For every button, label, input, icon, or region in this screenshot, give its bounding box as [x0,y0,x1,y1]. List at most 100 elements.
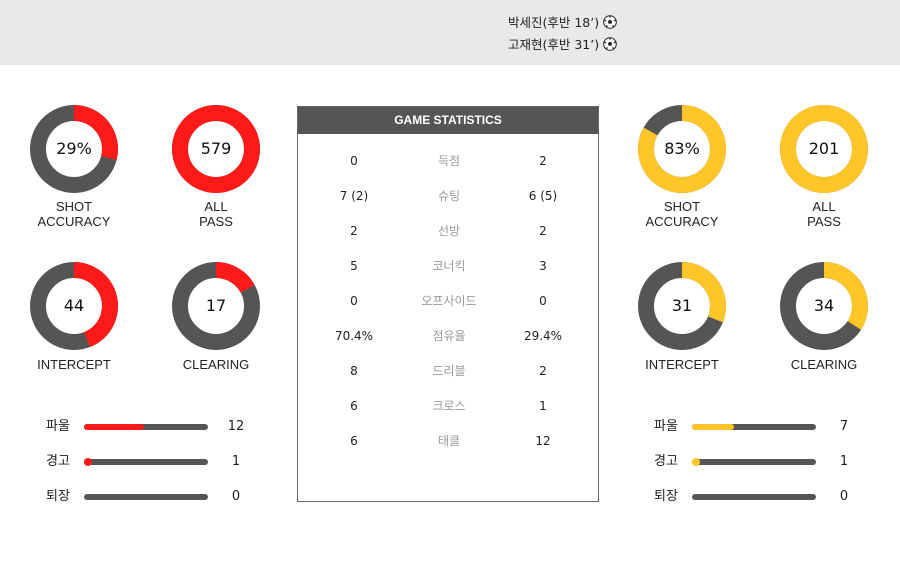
away-clearing-donut: 34 [780,262,868,350]
donut-arc [30,262,118,350]
stat-home-value: 2 [350,224,358,238]
donut-arc [172,262,260,350]
home-all-pass-label: ALL PASS [156,199,276,229]
home-clearing-label: CLEARING [182,357,250,372]
bar-fill [84,424,144,430]
stat-label: 슈팅 [437,189,461,203]
home-bar-row: 경고 1 [46,453,256,471]
soccer-ball-icon [603,36,617,51]
away-intercept-donut: 31 [638,262,726,350]
stat-home-value: 0 [350,294,358,308]
stat-label: 득점 [437,154,461,168]
scorer-text: 고재현(후반 31’) [508,37,600,52]
bar-track [84,424,208,430]
bar-label: 퇴장 [654,489,678,504]
donut-arc [780,105,868,193]
bar-value: 1 [839,454,849,469]
label-line-2: ACCURACY [645,214,719,229]
home-shot-accuracy-label: SHOT ACCURACY [14,199,134,229]
donut-arc [780,262,868,350]
donut-value: 31 [671,296,693,315]
stat-label: 선방 [437,224,461,238]
bar-value: 7 [839,419,849,434]
scorer-item: 박세진(후반 18’) [508,12,617,31]
bar-label: 경고 [654,454,678,469]
bar-value: 1 [231,454,241,469]
away-all-pass-label: ALL PASS [764,199,884,229]
label-line-1: SHOT [55,199,93,214]
donut-value: 201 [808,139,840,158]
home-intercept-label: INTERCEPT [37,357,111,372]
stat-home-value: 6 [350,434,358,448]
home-shot-accuracy-donut: 29% [30,105,118,193]
stat-away-value: 2 [539,154,547,168]
stat-row: 6 크로스 1 [298,397,598,415]
stat-label: 태클 [437,434,461,448]
label-line-2: PASS [199,214,233,229]
home-all-pass-donut: 579 [172,105,260,193]
stat-away-value: 29.4% [523,329,563,343]
bar-fill-dot [84,458,92,466]
game-statistics-title: GAME STATISTICS [298,107,598,134]
donut-arc [172,105,260,193]
away-bar-row: 퇴장 0 [654,488,864,506]
donut-arc [30,105,118,193]
away-shot-accuracy-donut: 83% [638,105,726,193]
bar-value: 12 [227,419,245,434]
stat-home-value: 0 [350,154,358,168]
bar-track [692,458,816,466]
stat-away-value: 2 [539,364,547,378]
stat-home-value: 6 [350,399,358,413]
scorers-bar: 박세진(후반 18’) 고재현(후반 31’) [0,0,900,65]
bar-track [84,458,208,466]
game-statistics-panel: GAME STATISTICS 0 득점 2 7 (2) 슈팅 6 (5) 2 선방 2 5 코너킥… [297,106,599,502]
stat-away-value: 3 [539,259,547,273]
stat-row: 5 코너킥 3 [298,257,598,275]
bar-label: 파울 [654,419,678,434]
scorer-item: 고재현(후반 31’) [508,34,617,53]
label-line-2: ACCURACY [37,214,111,229]
donut-value: 29% [56,139,92,158]
away-bar-row: 파울 7 [654,418,864,436]
stat-row: 7 (2) 슈팅 6 (5) [298,187,598,205]
stat-away-value: 2 [539,224,547,238]
stat-label: 크로스 [432,399,466,413]
away-bar-row: 경고 1 [654,453,864,471]
bar-label: 퇴장 [46,489,70,504]
home-bar-row: 파울 12 [46,418,256,436]
stat-home-value: 70.4% [334,329,374,343]
away-clearing-label: CLEARING [790,357,858,372]
label-line-1: SHOT [663,199,701,214]
bar-track [84,494,208,500]
away-shot-accuracy-label: SHOT ACCURACY [622,199,742,229]
donut-value: 17 [205,296,227,315]
home-intercept-donut: 44 [30,262,118,350]
stat-label: 코너킥 [432,259,466,273]
stat-row: 0 득점 2 [298,152,598,170]
bar-value: 0 [839,489,849,504]
bar-fill [692,424,735,430]
away-all-pass-donut: 201 [780,105,868,193]
bar-label: 파울 [46,419,70,434]
stat-row: 6 태클 12 [298,432,598,450]
stat-row: 8 드리블 2 [298,362,598,380]
stat-away-value: 1 [539,399,547,413]
donut-value: 34 [813,296,835,315]
donut-arc [638,105,726,193]
stat-home-value: 5 [350,259,358,273]
donut-value: 44 [63,296,85,315]
stat-label: 드리블 [432,364,466,378]
soccer-ball-icon [603,14,617,29]
away-intercept-label: INTERCEPT [645,357,719,372]
stat-away-value: 12 [535,434,551,448]
donut-value: 579 [200,139,232,158]
scorer-text: 박세진(후반 18’) [508,15,600,30]
stat-away-value: 6 (5) [528,189,558,203]
bar-label: 경고 [46,454,70,469]
stat-label: 오프사이드 [421,294,477,308]
home-clearing-donut: 17 [172,262,260,350]
bar-value: 0 [231,489,241,504]
bar-fill-dot [692,458,700,466]
bar-track [692,494,816,500]
stat-away-value: 0 [539,294,547,308]
